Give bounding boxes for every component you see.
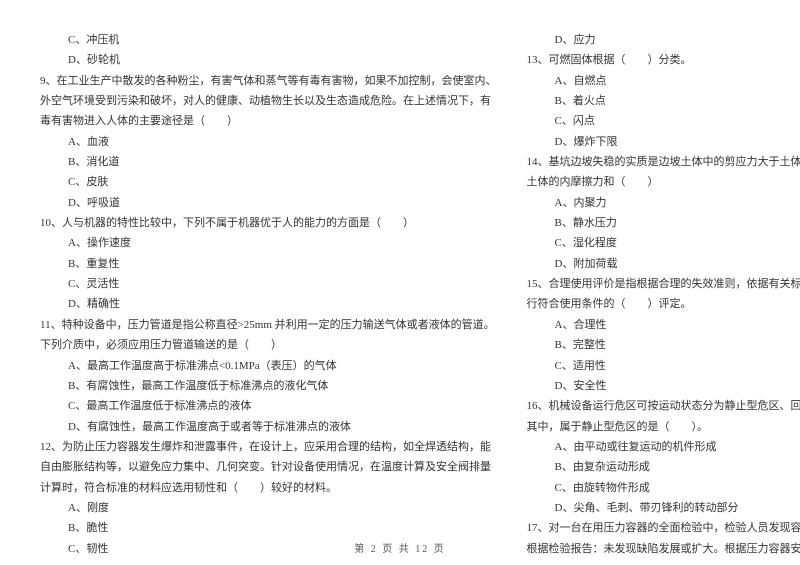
answer-option: C、闪点 [527,111,800,131]
answer-option: A、血液 [40,132,497,152]
answer-option: B、静水压力 [527,213,800,233]
answer-option: C、湿化程度 [527,233,800,253]
question-text: 13、可燃固体根据（ ）分类。 [527,50,800,70]
answer-option: D、附加荷载 [527,254,800,274]
answer-option: A、自燃点 [527,71,800,91]
answer-option: B、有腐蚀性，最高工作温度低于标准沸点的液化气体 [40,376,497,396]
answer-option: D、有腐蚀性，最高工作温度高于或者等于标准沸点的液体 [40,417,497,437]
answer-option: A、最高工作温度高于标准沸点<0.1MPa（表压）的气体 [40,356,497,376]
answer-option: B、消化道 [40,152,497,172]
question-text: 12、为防止压力容器发生爆炸和泄露事件，在设计上，应采用合理的结构，如全焊透结构… [40,437,497,457]
question-text: 其中，属于静止型危区的是（ ）。 [527,417,800,437]
answer-option: C、由旋转物件形成 [527,478,800,498]
question-text: 10、人与机器的特性比较中，下列不属于机器优于人的能力的方面是（ ） [40,213,497,233]
answer-option: B、着火点 [527,91,800,111]
question-text: 自由膨胀结构等，以避免应力集中、几何突变。针对设备使用情况，在温度计算及安全阀排… [40,457,497,477]
page-footer: 第 2 页 共 12 页 [0,540,800,555]
answer-option: C、灵活性 [40,274,497,294]
right-column: D、应力13、可燃固体根据（ ）分类。A、自燃点B、着火点C、闪点D、爆炸下限1… [527,30,800,530]
left-column: C、冲压机D、砂轮机9、在工业生产中散发的各种粉尘，有害气体和蒸气等有毒有害物，… [40,30,497,530]
answer-option: A、操作速度 [40,233,497,253]
answer-option: B、脆性 [40,518,497,538]
question-text: 下列介质中，必须应用压力管道输送的是（ ） [40,335,497,355]
answer-option: A、由平动或往复运动的机件形成 [527,437,800,457]
answer-option: A、刚度 [40,498,497,518]
question-text: 14、基坑边坡失稳的实质是边坡土体中的剪应力大于土体的抗剪强度。土体的抗剪强度来… [527,152,800,172]
answer-option: D、尖角、毛刺、带刃锋利的转动部分 [527,498,800,518]
answer-option: C、适用性 [527,356,800,376]
answer-option: B、完整性 [527,335,800,355]
question-text: 17、对一台在用压力容器的全面检验中，检验人员发现容器制造时焊缝存在超标的体积性… [527,518,800,538]
question-text: 16、机械设备运行危区可按运动状态分为静止型危区、回转型危区、往复型危区和复合型… [527,396,800,416]
answer-option: D、安全性 [527,376,800,396]
answer-option: C、最高工作温度低于标准沸点的液体 [40,396,497,416]
answer-option: D、应力 [527,30,800,50]
answer-option: D、砂轮机 [40,50,497,70]
question-text: 11、特种设备中，压力管道是指公称直径>25mm 并利用一定的压力输送气体或者液… [40,315,497,335]
answer-option: C、冲压机 [40,30,497,50]
question-text: 9、在工业生产中散发的各种粉尘，有害气体和蒸气等有毒有害物，如果不加控制，会使室… [40,71,497,91]
answer-option: D、呼吸道 [40,193,497,213]
answer-option: A、内聚力 [527,193,800,213]
answer-option: B、重复性 [40,254,497,274]
answer-option: A、合理性 [527,315,800,335]
answer-option: D、精确性 [40,294,497,314]
question-text: 土体的内摩擦力和（ ） [527,172,800,192]
question-text: 毒有害物进入人体的主要途径是（ ） [40,111,497,131]
answer-option: D、爆炸下限 [527,132,800,152]
answer-option: C、皮肤 [40,172,497,192]
answer-option: B、由复杂运动形成 [527,457,800,477]
question-text: 15、合理使用评价是指根据合理的失效准则，依据有关标准规定，对带超标缺陷的压力容… [527,274,800,294]
question-text: 外空气环境受到污染和破坏，对人的健康、动植物生长以及生态造成危险。在上述情况下，… [40,91,497,111]
question-text: 计算时，符合标准的材料应选用韧性和（ ）较好的材料。 [40,478,497,498]
question-text: 行符合使用条件的（ ）评定。 [527,294,800,314]
